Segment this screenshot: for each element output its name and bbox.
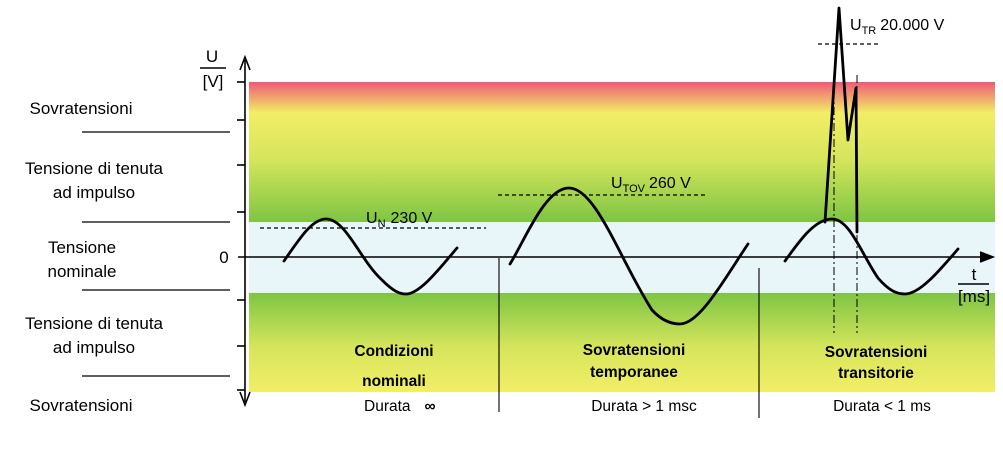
section-temporary-title-1: Sovratensioni xyxy=(583,342,686,359)
reference-dashed-lines xyxy=(260,43,878,229)
label-withstand-bottom-2: ad impulso xyxy=(53,338,135,357)
label-nominal-2: nominale xyxy=(48,262,117,281)
utr-sub: TR xyxy=(862,25,877,37)
duration-temporary: Durata > 1 msc xyxy=(591,398,697,415)
duration-nominal-text: Durata xyxy=(364,398,411,415)
transient-base-wave xyxy=(783,217,960,296)
utr-main: U xyxy=(850,17,862,34)
un-main: U xyxy=(366,210,378,227)
left-separators xyxy=(82,131,230,377)
label-withstand-top-1: Tensione di tenuta xyxy=(25,159,164,178)
section-transient-title-2: transitorie xyxy=(838,365,914,382)
un-value: 230 V xyxy=(391,210,433,227)
waveforms xyxy=(282,6,960,326)
section-nominal-title-1: Condizioni xyxy=(354,343,433,360)
un-sub: N xyxy=(378,218,386,230)
section-temporary-title-2: temporanee xyxy=(590,364,678,381)
label-withstand-bottom-1: Tensione di tenuta xyxy=(25,314,164,333)
utov-annotation: UTOV 260 V xyxy=(611,175,691,195)
label-overvoltage-top: Sovratensioni xyxy=(29,99,132,118)
utr-annotation: UTR 20.000 V xyxy=(850,17,945,37)
y-axis-label: U xyxy=(206,47,218,66)
utov-value: 260 V xyxy=(649,175,691,192)
utov-main: U xyxy=(611,175,623,192)
label-overvoltage-bottom: Sovratensioni xyxy=(29,396,132,415)
utov-sub: TOV xyxy=(623,183,646,195)
section-dividers xyxy=(498,258,760,418)
zero-label: 0 xyxy=(219,248,228,267)
utr-value: 20.000 V xyxy=(880,17,944,34)
y-axis-unit: [V] xyxy=(203,72,224,91)
label-withstand-top-2: ad impulso xyxy=(53,183,135,202)
lower-overvoltage-band xyxy=(249,293,995,392)
upper-overvoltage-band xyxy=(249,82,995,222)
duration-nominal-symbol: ∞ xyxy=(425,398,436,415)
temporary-overvoltage-wave xyxy=(508,186,750,326)
section-transient-title-1: Sovratensioni xyxy=(825,344,928,361)
x-axis-unit: [ms] xyxy=(958,287,990,306)
duration-transient: Durata < 1 ms xyxy=(833,398,931,415)
y-axis xyxy=(237,54,251,408)
un-annotation: UN 230 V xyxy=(366,210,433,230)
section-nominal-title-2: nominali xyxy=(362,373,426,390)
x-axis-label: t xyxy=(972,265,977,284)
duration-nominal: Durata ∞ xyxy=(364,398,436,415)
nominal-sine-wave xyxy=(282,217,459,296)
transient-spike xyxy=(823,6,859,234)
label-nominal-1: Tensione xyxy=(48,238,116,257)
